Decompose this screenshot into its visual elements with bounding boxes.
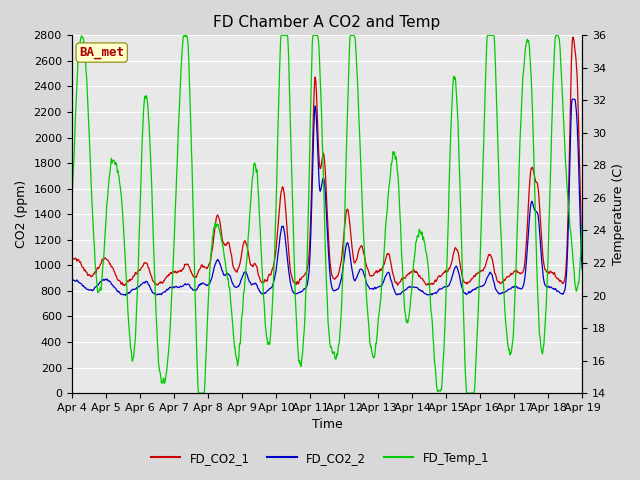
FD_Temp_1 bbox=[579, 220, 586, 226]
FD_Temp_1 bbox=[310, 33, 317, 38]
FD_CO2_1 bbox=[310, 110, 317, 116]
FD_Temp_1 bbox=[241, 275, 249, 281]
FD_CO2_1 bbox=[241, 238, 249, 244]
FD_CO2_1 bbox=[569, 34, 577, 40]
FD_Temp_1 bbox=[456, 168, 463, 174]
FD_CO2_2 bbox=[551, 286, 559, 292]
Legend: FD_CO2_1, FD_CO2_2, FD_Temp_1: FD_CO2_1, FD_CO2_2, FD_Temp_1 bbox=[146, 447, 494, 469]
FD_CO2_2 bbox=[122, 292, 129, 298]
FD_CO2_1 bbox=[579, 251, 586, 257]
Y-axis label: CO2 (ppm): CO2 (ppm) bbox=[15, 180, 28, 248]
FD_Temp_1 bbox=[196, 390, 204, 396]
FD_CO2_2 bbox=[579, 268, 586, 274]
FD_CO2_2 bbox=[570, 96, 577, 102]
FD_CO2_1 bbox=[557, 278, 565, 284]
FD_CO2_1 bbox=[441, 269, 449, 275]
FD_CO2_1 bbox=[68, 258, 76, 264]
FD_Temp_1 bbox=[551, 42, 559, 48]
FD_CO2_2 bbox=[557, 291, 565, 297]
Title: FD Chamber A CO2 and Temp: FD Chamber A CO2 and Temp bbox=[213, 15, 440, 30]
Line: FD_CO2_2: FD_CO2_2 bbox=[72, 99, 582, 295]
Text: BA_met: BA_met bbox=[79, 46, 124, 59]
FD_CO2_2 bbox=[441, 284, 449, 289]
Line: FD_CO2_1: FD_CO2_1 bbox=[72, 37, 582, 286]
Y-axis label: Temperature (C): Temperature (C) bbox=[612, 163, 625, 265]
FD_CO2_1 bbox=[551, 271, 559, 277]
FD_CO2_2 bbox=[456, 273, 463, 279]
X-axis label: Time: Time bbox=[312, 419, 342, 432]
Line: FD_Temp_1: FD_Temp_1 bbox=[72, 36, 582, 393]
FD_Temp_1 bbox=[557, 66, 565, 72]
FD_CO2_2 bbox=[310, 136, 317, 142]
FD_Temp_1 bbox=[278, 33, 285, 38]
FD_Temp_1 bbox=[68, 207, 76, 213]
FD_CO2_1 bbox=[120, 283, 128, 288]
FD_CO2_2 bbox=[241, 269, 249, 275]
FD_CO2_1 bbox=[456, 257, 463, 263]
FD_Temp_1 bbox=[442, 319, 449, 325]
FD_CO2_2 bbox=[68, 278, 76, 284]
